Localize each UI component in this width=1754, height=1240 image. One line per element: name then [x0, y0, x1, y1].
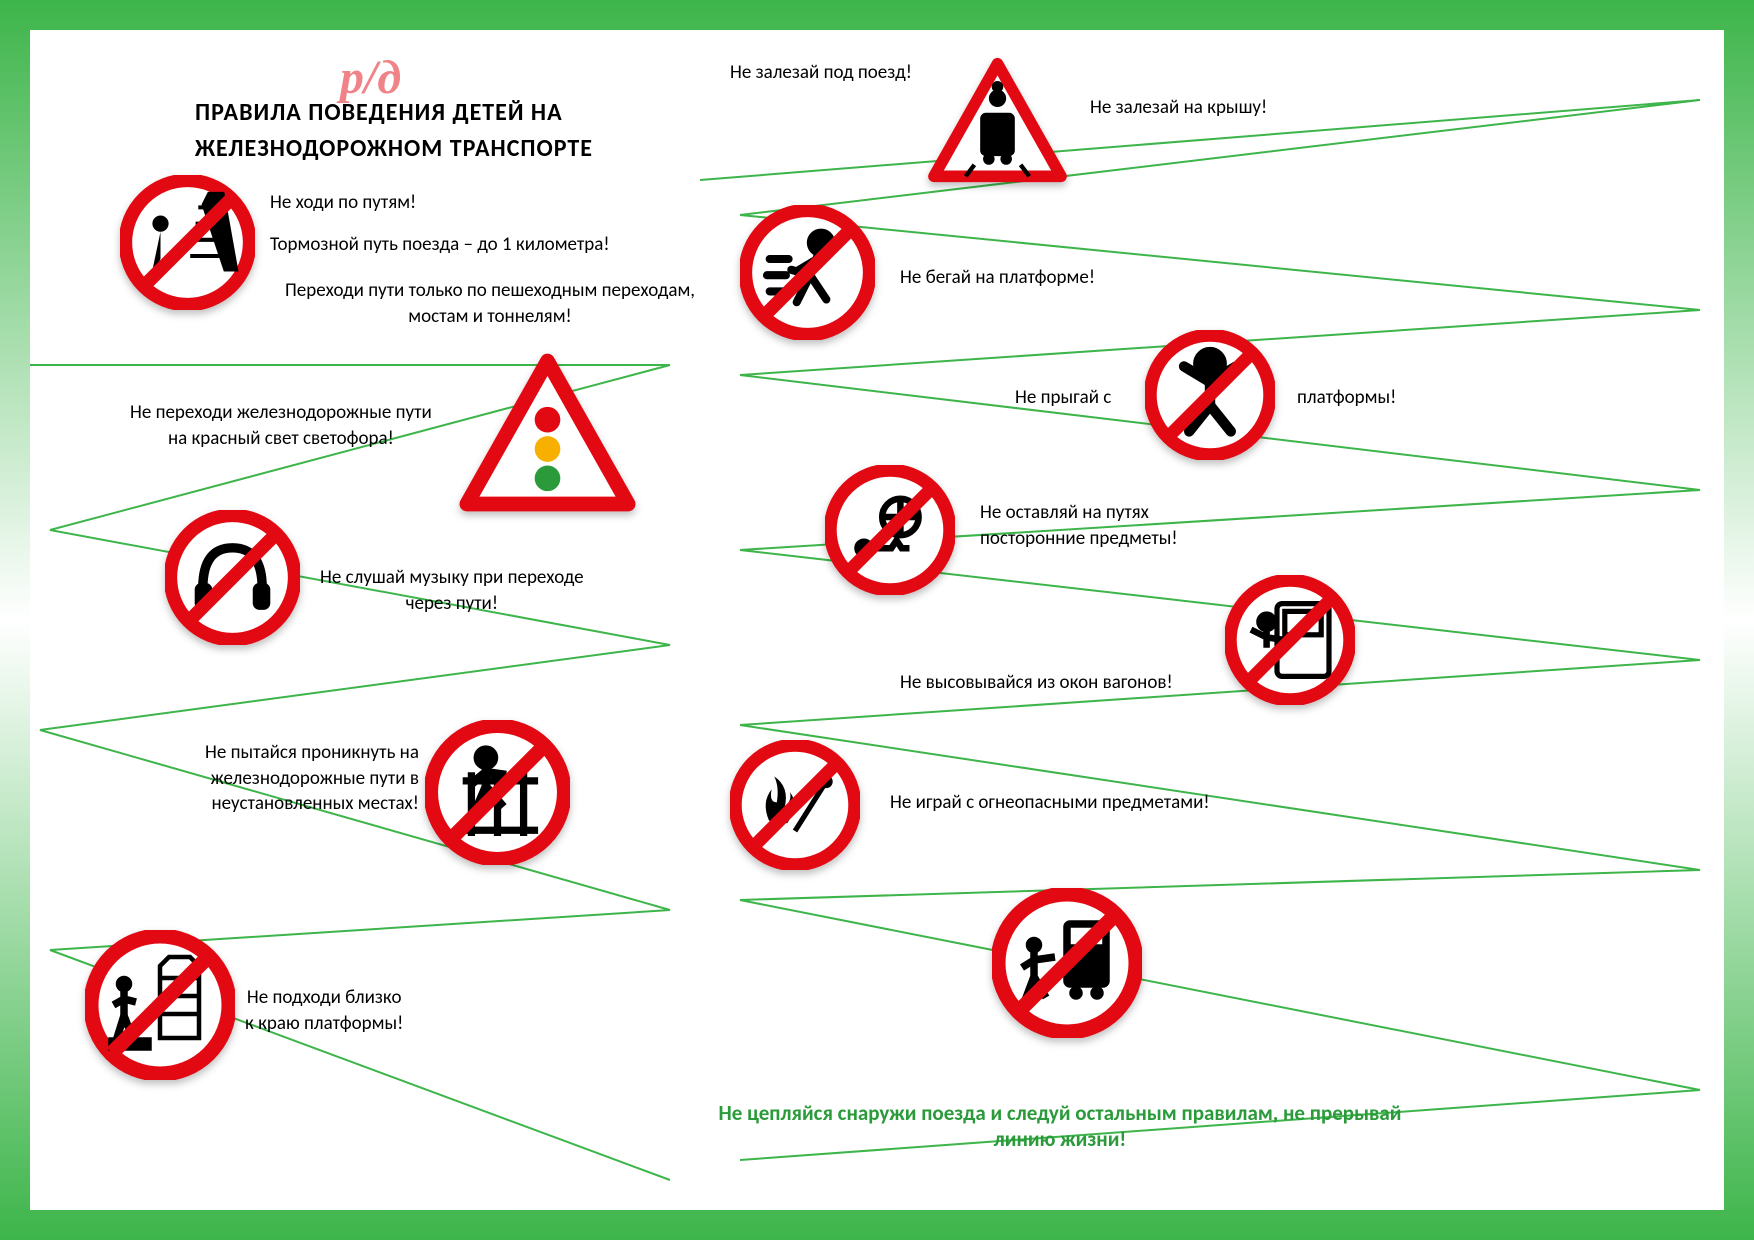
rule-headphones: Не слушай музыку при переходе через пути…	[320, 565, 584, 616]
rule-window: Не высовывайся из окон вагонов!	[900, 670, 1173, 696]
rule-under-train: Не залезай под поезд!	[730, 60, 912, 86]
rule-running: Не бегай на платформе!	[900, 265, 1095, 291]
sign-running-icon	[740, 205, 875, 340]
rule-platform-edge: Не подходи близко к краю платформы!	[245, 985, 403, 1036]
rule-brake-distance: Тормозной путь поезда – до 1 километра!	[270, 232, 610, 258]
sign-fire-icon	[730, 740, 860, 870]
sign-jumping-icon	[1145, 330, 1275, 460]
poster-title: ПРАВИЛА ПОВЕДЕНИЯ ДЕТЕЙ НА ЖЕЛЕЗНОДОРОЖН…	[195, 95, 593, 167]
sign-headphones-icon	[165, 510, 300, 645]
sign-platform-edge-icon	[85, 930, 235, 1080]
rule-red-light: Не переходи железнодорожные пути на крас…	[130, 400, 432, 451]
sign-objects-icon	[825, 465, 955, 595]
sign-walk-tracks-icon	[120, 175, 255, 310]
footer-slogan: Не цепляйся снаружи поезда и следуй оста…	[710, 1100, 1410, 1152]
rule-jump-a: Не прыгай с	[1015, 385, 1111, 411]
sign-window-icon	[1225, 575, 1355, 705]
sign-train-approach-icon	[992, 888, 1142, 1038]
title-line-1: ПРАВИЛА ПОВЕДЕНИЯ ДЕТЕЙ НА	[195, 98, 563, 127]
rule-objects: Не оставляй на путях посторонние предмет…	[980, 500, 1178, 551]
rule-fire: Не играй с огнеопасными предметами!	[890, 790, 1210, 816]
rule-fence: Не пытайся проникнуть на железнодорожные…	[205, 740, 419, 817]
title-line-2: ЖЕЛЕЗНОДОРОЖНОМ ТРАНСПОРТЕ	[195, 134, 593, 163]
rule-crossings: Переходи пути только по пешеходным перех…	[285, 278, 695, 329]
rule-roof: Не залезай на крышу!	[1090, 95, 1267, 121]
sign-traffic-light-icon	[455, 350, 640, 515]
sign-train-triangle-icon	[925, 55, 1070, 185]
rule-walk-tracks: Не ходи по путям!	[270, 190, 416, 216]
rule-jump-b: платформы!	[1297, 385, 1396, 411]
poster-canvas: р/д ПРАВИЛА ПОВЕДЕНИЯ ДЕТЕЙ НА ЖЕЛЕЗНОДО…	[30, 30, 1724, 1210]
sign-fence-icon	[425, 720, 570, 865]
